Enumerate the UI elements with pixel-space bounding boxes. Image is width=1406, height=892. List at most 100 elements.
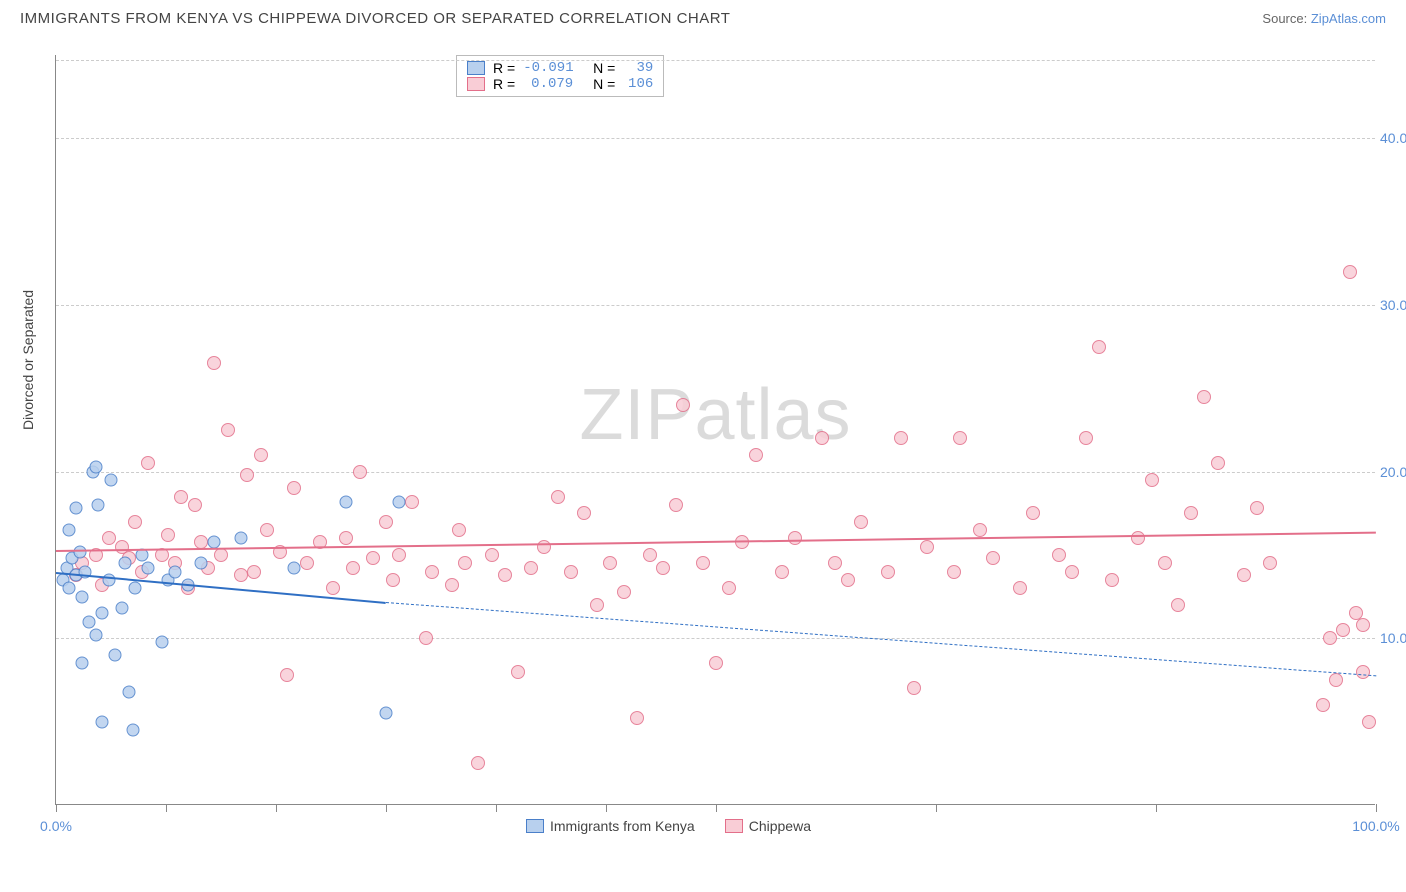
chippewa-point [458,556,472,570]
n-label: N = [593,76,615,92]
chippewa-point [326,581,340,595]
kenya-point [126,724,139,737]
kenya-point [116,602,129,615]
kenya-point [118,557,131,570]
xtick [1156,804,1157,812]
kenya-point [142,562,155,575]
chippewa-point [788,531,802,545]
chippewa-point [854,515,868,529]
kenya-point [89,460,102,473]
kenya-point [155,635,168,648]
kenya-point [63,582,76,595]
xtick [606,804,607,812]
chippewa-n-value: 106 [623,76,653,92]
chippewa-point [815,431,829,445]
kenya-point [76,657,89,670]
watermark: ZIPatlas [579,374,851,456]
y-axis-label: Divorced or Separated [20,290,36,430]
chippewa-point [1237,568,1251,582]
chippewa-r-value: 0.079 [523,76,573,92]
xtick [166,804,167,812]
chippewa-point [1250,501,1264,515]
chippewa-point [386,573,400,587]
chippewa-point [1329,673,1343,687]
chippewa-point [1158,556,1172,570]
chippewa-point [1323,631,1337,645]
kenya-r-value: -0.091 [523,60,573,76]
correlation-legend: R = -0.091 N = 39 R = 0.079 N = 106 [456,55,664,97]
source-attribution: Source: ZipAtlas.com [1262,11,1386,26]
chippewa-point [841,573,855,587]
watermark-atlas: atlas [694,375,851,455]
chippewa-point [1131,531,1145,545]
chippewa-point [881,565,895,579]
chippewa-point [603,556,617,570]
kenya-point [92,499,105,512]
kenya-point [83,615,96,628]
chippewa-point [564,565,578,579]
chippewa-point [221,423,235,437]
chippewa-point [405,495,419,509]
kenya-point [208,535,221,548]
chippewa-point [353,465,367,479]
legend-row-kenya: R = -0.091 N = 39 [467,60,653,76]
chippewa-point [511,665,525,679]
chippewa-point [696,556,710,570]
xtick-label: 0.0% [40,818,72,834]
chippewa-trendline [56,532,1376,552]
chippewa-point [485,548,499,562]
chippewa-point [1356,618,1370,632]
chippewa-point [102,531,116,545]
chippewa-point [1343,265,1357,279]
xtick [386,804,387,812]
chippewa-point [775,565,789,579]
chippewa-point [392,548,406,562]
chippewa-point [161,528,175,542]
kenya-point [105,474,118,487]
xtick [56,804,57,812]
chippewa-point [240,468,254,482]
chippewa-point [1211,456,1225,470]
chippewa-point [188,498,202,512]
chippewa-point [419,631,433,645]
chippewa-point [260,523,274,537]
chippewa-point [1145,473,1159,487]
chippewa-point [254,448,268,462]
legend-item-kenya: Immigrants from Kenya [526,818,695,834]
chippewa-point [207,356,221,370]
chart-plot-area: ZIPatlas R = -0.091 N = 39 R = 0.079 N =… [55,55,1375,805]
chippewa-point [1263,556,1277,570]
kenya-point [69,502,82,515]
chippewa-point [1105,573,1119,587]
kenya-point [96,715,109,728]
chippewa-point [986,551,1000,565]
kenya-point [287,562,300,575]
kenya-n-value: 39 [623,60,653,76]
kenya-point [380,707,393,720]
n-label: N = [593,60,615,76]
chippewa-point [1197,390,1211,404]
chippewa-point [953,431,967,445]
chippewa-point [1356,665,1370,679]
source-label: Source: [1262,11,1307,26]
chippewa-point [498,568,512,582]
xtick-label: 100.0% [1352,818,1399,834]
gridline [56,60,1375,61]
chippewa-point [1065,565,1079,579]
legend-item-chippewa: Chippewa [725,818,811,834]
chippewa-point [452,523,466,537]
watermark-zip: ZIP [579,375,694,455]
xtick [936,804,937,812]
chippewa-point [1052,548,1066,562]
chippewa-point [1316,698,1330,712]
xtick [276,804,277,812]
gridline [56,638,1375,639]
chippewa-point [709,656,723,670]
chippewa-point [676,398,690,412]
chippewa-point [1362,715,1376,729]
source-link[interactable]: ZipAtlas.com [1311,11,1386,26]
ytick-label: 10.0% [1380,630,1406,646]
chippewa-point [617,585,631,599]
chippewa-point [590,598,604,612]
chippewa-point [445,578,459,592]
